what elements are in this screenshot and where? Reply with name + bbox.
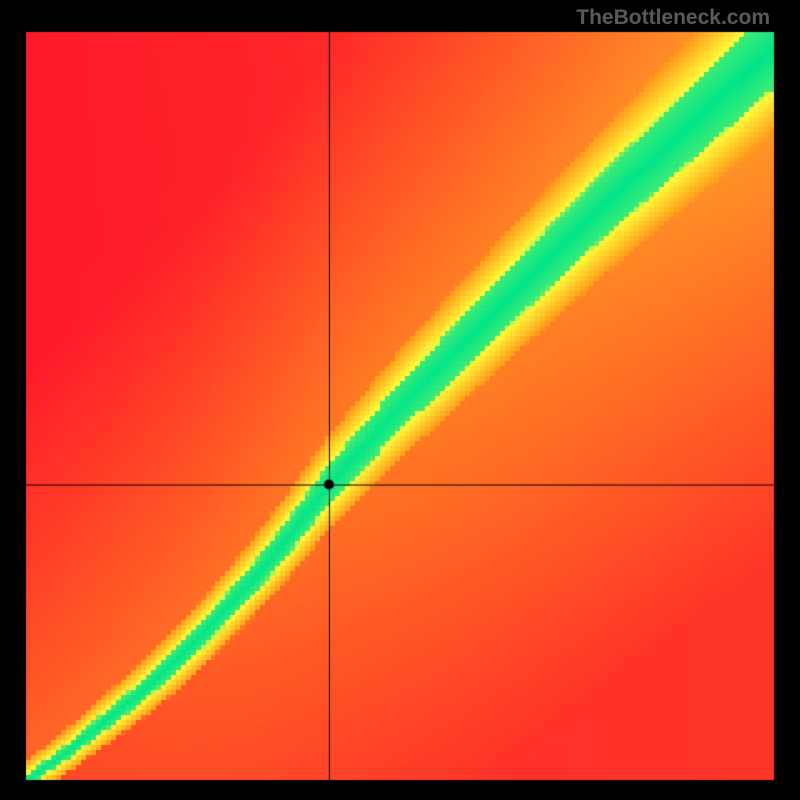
watermark-text: TheBottleneck.com	[576, 6, 770, 30]
bottleneck-heatmap	[0, 0, 800, 800]
chart-container: TheBottleneck.com	[0, 0, 800, 800]
